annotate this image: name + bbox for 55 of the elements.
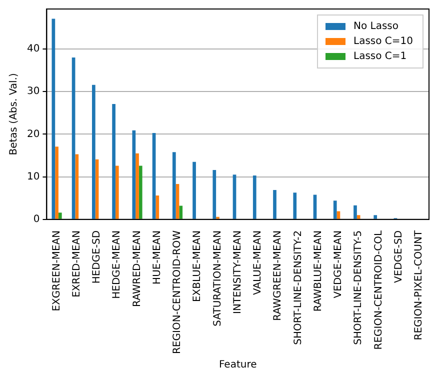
x-tick-label: VEDGE-SD xyxy=(393,230,404,283)
bar xyxy=(176,184,180,219)
bar xyxy=(354,205,357,219)
bar xyxy=(356,215,360,219)
x-tick-label: INTENSITY-MEAN xyxy=(232,230,244,314)
bar xyxy=(132,130,136,219)
bar xyxy=(75,154,79,219)
legend-label: No Lasso xyxy=(354,21,399,32)
y-tick-label: 20 xyxy=(26,128,40,140)
legend-label: Lasso C=1 xyxy=(354,51,407,62)
x-tick-label: REGION-CENTROID-ROW xyxy=(172,230,184,354)
bar xyxy=(212,170,216,219)
x-tick-label: RAWGREEN-MEAN xyxy=(272,230,284,321)
x-tick-label: SHORT-LINE-DENSITY-2 xyxy=(292,230,304,345)
bar xyxy=(72,58,76,219)
bar xyxy=(115,166,119,219)
bar xyxy=(58,212,62,219)
x-tick-label: REGION-CENTROID-COL xyxy=(373,230,384,350)
x-tick-label: HEDGE-SD xyxy=(92,230,103,284)
y-tick-label: 30 xyxy=(26,86,40,98)
bar xyxy=(179,206,183,219)
y-tick-label: 10 xyxy=(26,171,40,182)
x-tick-label: EXRED-MEAN xyxy=(72,230,82,298)
bar xyxy=(152,132,156,219)
bar xyxy=(112,104,116,219)
x-tick-label: VEDGE-MEAN xyxy=(333,230,344,298)
bar xyxy=(172,152,176,219)
x-tick-label: SATURATION-MEAN xyxy=(212,230,224,326)
bar xyxy=(55,146,58,219)
y-axis-title: Betas (Abs. Val.) xyxy=(8,73,20,156)
y-tick-label: 40 xyxy=(26,44,40,55)
bar xyxy=(136,153,139,219)
x-tick-label: EXGREEN-MEAN xyxy=(51,230,62,312)
bar xyxy=(313,194,317,219)
bar xyxy=(156,196,160,219)
bar xyxy=(273,190,276,219)
bar xyxy=(232,174,236,219)
x-axis-title: Feature xyxy=(218,360,257,371)
bar xyxy=(192,162,196,219)
bar xyxy=(293,192,297,219)
x-tick-label: RAWRED-MEAN xyxy=(132,230,143,307)
x-tick-label: EXBLUE-MEAN xyxy=(192,230,204,302)
legend-label: Lasso C=10 xyxy=(354,36,414,48)
x-tick-label: SHORT-LINE-DENSITY-5 xyxy=(353,230,364,345)
bar xyxy=(333,200,337,219)
bar xyxy=(252,176,256,219)
x-tick-label: HUE-MEAN xyxy=(152,230,163,284)
x-tick-label: HEDGE-MEAN xyxy=(112,230,123,299)
y-tick-label: 0 xyxy=(33,214,40,225)
x-tick-label: RAWBLUE-MEAN xyxy=(312,230,324,312)
x-tick-label: REGION-PIXEL-COUNT xyxy=(414,230,425,340)
bar xyxy=(138,166,142,219)
bar xyxy=(374,215,378,219)
x-tick-label: VALUE-MEAN xyxy=(252,230,264,296)
bar xyxy=(92,84,96,219)
